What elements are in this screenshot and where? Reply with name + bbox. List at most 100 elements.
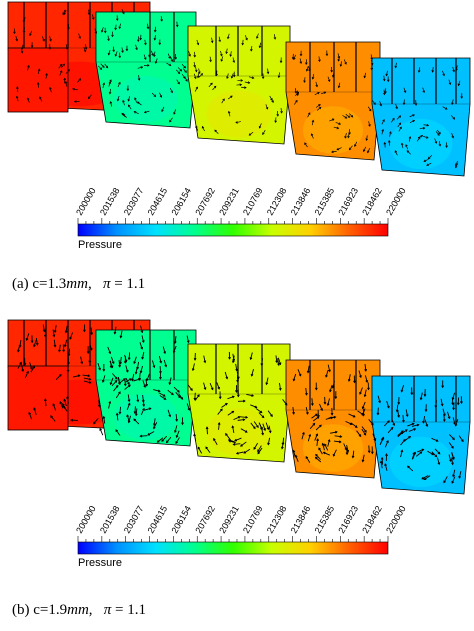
velocity-arrow: [124, 354, 127, 362]
velocity-arrowhead: [276, 114, 280, 117]
velocity-arrowhead: [347, 135, 350, 139]
velocity-arrowhead: [122, 11, 125, 15]
velocity-arrow: [177, 67, 182, 72]
velocity-arrow: [99, 428, 104, 436]
velocity-arrowhead: [217, 421, 221, 425]
velocity-arrowhead: [294, 454, 298, 458]
velocity-arrow: [203, 382, 206, 390]
velocity-arrowhead: [141, 340, 145, 344]
velocity-arrowhead: [227, 110, 231, 114]
velocity-arrowhead: [402, 420, 405, 423]
velocity-arrow: [186, 403, 190, 411]
velocity-arrow: [101, 27, 104, 33]
velocity-arrowhead: [367, 450, 371, 454]
velocity-arrowhead: [200, 73, 203, 76]
velocity-arrowhead: [337, 85, 341, 89]
velocity-arrowhead: [119, 335, 123, 339]
colorbar-tick-label: 204615: [146, 504, 170, 535]
velocity-arrow: [404, 436, 411, 442]
velocity-arrow: [452, 66, 455, 72]
velocity-arrow: [279, 382, 281, 391]
velocity-arrowhead: [159, 95, 163, 98]
velocity-arrowhead: [184, 70, 187, 73]
velocity-arrowhead: [108, 400, 112, 404]
velocity-arrow: [352, 450, 355, 458]
velocity-arrowhead: [127, 357, 131, 361]
velocity-arrowhead: [363, 149, 366, 152]
velocity-arrowhead: [183, 65, 186, 69]
velocity-arrow: [128, 96, 130, 102]
velocity-arrowhead: [83, 329, 86, 333]
velocity-arrow: [312, 73, 315, 80]
velocity-arrow: [227, 396, 235, 400]
velocity-arrowhead: [140, 330, 144, 334]
velocity-arrow: [458, 80, 461, 86]
velocity-arrow: [251, 369, 254, 376]
velocity-arrow: [453, 402, 455, 410]
velocity-arrowhead: [140, 66, 144, 69]
velocity-arrow: [418, 67, 421, 73]
velocity-arrowhead: [158, 42, 162, 46]
velocity-arrowhead: [333, 415, 337, 419]
velocity-arrowhead: [175, 24, 179, 28]
velocity-arrowhead: [250, 49, 253, 52]
velocity-arrowhead: [59, 70, 63, 73]
velocity-arrowhead: [135, 47, 138, 51]
colorbar-tick-label: 215385: [313, 186, 337, 217]
velocity-arrow: [331, 150, 337, 153]
velocity-arrowhead: [175, 441, 178, 445]
velocity-arrowhead: [127, 402, 131, 406]
velocity-arrowhead: [247, 81, 251, 84]
colorbar-gradient: [77, 541, 389, 555]
velocity-arrow: [381, 119, 385, 125]
velocity-arrowhead: [26, 370, 29, 374]
velocity-arrow: [258, 423, 263, 430]
velocity-arrowhead: [321, 442, 325, 446]
velocity-arrowhead: [126, 88, 130, 92]
inlet-region: [7, 365, 69, 431]
velocity-arrow: [327, 364, 331, 372]
velocity-arrow: [372, 433, 376, 441]
velocity-arrow: [416, 137, 421, 142]
velocity-arrow: [187, 384, 193, 391]
velocity-arrow: [115, 24, 117, 30]
velocity-arrow: [158, 392, 166, 397]
velocity-arrowhead: [324, 443, 327, 447]
velocity-arrow: [333, 449, 337, 457]
velocity-arrow: [49, 36, 52, 42]
velocity-arrowhead: [257, 451, 261, 455]
velocity-arrowhead: [218, 396, 222, 400]
velocity-arrowhead: [418, 136, 421, 140]
velocity-arrow: [65, 69, 70, 74]
velocity-arrowhead: [344, 135, 347, 139]
velocity-arrowhead: [191, 368, 195, 372]
velocity-arrowhead: [451, 102, 454, 106]
velocity-arrow: [145, 378, 148, 386]
velocity-arrow: [409, 120, 415, 123]
velocity-arrowhead: [177, 71, 181, 75]
velocity-arrow: [26, 333, 30, 341]
velocity-arrowhead: [384, 91, 387, 94]
velocity-arrowhead: [139, 370, 143, 374]
velocity-arrow: [297, 369, 302, 376]
velocity-arrow: [83, 377, 91, 380]
velocity-arrowhead: [108, 351, 112, 355]
velocity-arrow: [83, 46, 86, 52]
velocity-arrowhead: [424, 409, 428, 413]
velocity-arrow: [250, 46, 253, 52]
velocity-arrowhead: [174, 57, 178, 60]
velocity-arrow: [42, 324, 45, 332]
pressure-colorbar: 200000 201538 203077 204615 206154 207692 2092…: [74, 504, 408, 569]
velocity-arrowhead: [29, 33, 32, 37]
velocity-arrow: [89, 343, 93, 351]
velocity-arrow: [97, 362, 101, 370]
velocity-arrowhead: [126, 414, 130, 418]
velocity-arrowhead: [53, 344, 57, 348]
velocity-arrow: [383, 420, 390, 427]
velocity-arrow: [143, 407, 151, 411]
velocity-arrow: [402, 415, 405, 423]
velocity-arrowhead: [387, 140, 391, 143]
velocity-arrow: [334, 435, 342, 438]
velocity-arrowhead: [385, 73, 389, 77]
velocity-arrowhead: [19, 361, 22, 365]
